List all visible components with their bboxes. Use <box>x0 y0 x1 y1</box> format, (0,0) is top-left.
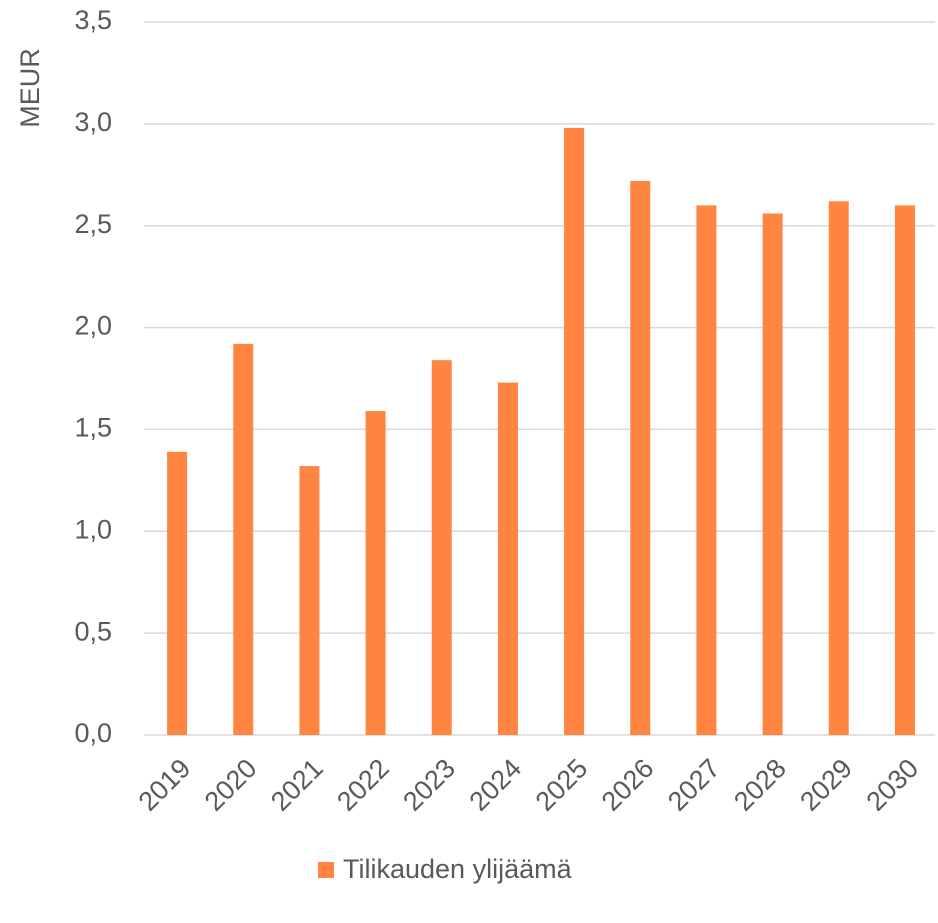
bar <box>167 451 188 735</box>
legend-swatch <box>318 862 334 878</box>
x-tick-label: 2024 <box>464 753 528 817</box>
y-tick-label: 0,5 <box>74 616 112 646</box>
x-tick-label: 2026 <box>596 753 660 817</box>
y-tick-label: 1,5 <box>74 413 112 443</box>
y-tick-label: 2,5 <box>74 209 112 239</box>
x-tick-label: 2030 <box>861 753 925 817</box>
y-axis-label: MEUR <box>15 48 45 128</box>
bar <box>630 180 651 735</box>
bar <box>233 343 254 735</box>
bar <box>828 201 849 736</box>
y-tick-label: 3,5 <box>74 5 112 35</box>
bar <box>497 382 518 735</box>
y-tick-label: 2,0 <box>74 311 112 341</box>
x-tick-label: 2029 <box>794 753 858 817</box>
x-tick-label: 2021 <box>265 753 329 817</box>
x-tick-label: 2023 <box>397 753 461 817</box>
y-tick-label: 3,0 <box>74 107 112 137</box>
bar <box>696 205 717 736</box>
legend-label: Tilikauden ylijäämä <box>343 854 573 884</box>
y-tick-label: 1,0 <box>74 514 112 544</box>
bar <box>564 127 585 736</box>
bar <box>365 411 386 735</box>
x-tick-label: 2028 <box>728 753 792 817</box>
bar <box>299 466 320 735</box>
x-tick-label: 2020 <box>199 753 263 817</box>
x-tick-label: 2022 <box>331 753 395 817</box>
x-tick-label: 2027 <box>662 753 726 817</box>
x-tick-label: 2019 <box>133 753 197 817</box>
bar <box>431 360 452 735</box>
y-tick-label: 0,0 <box>74 718 112 748</box>
x-tick-label: 2025 <box>530 753 594 817</box>
bar <box>762 213 783 735</box>
bar <box>894 205 915 736</box>
